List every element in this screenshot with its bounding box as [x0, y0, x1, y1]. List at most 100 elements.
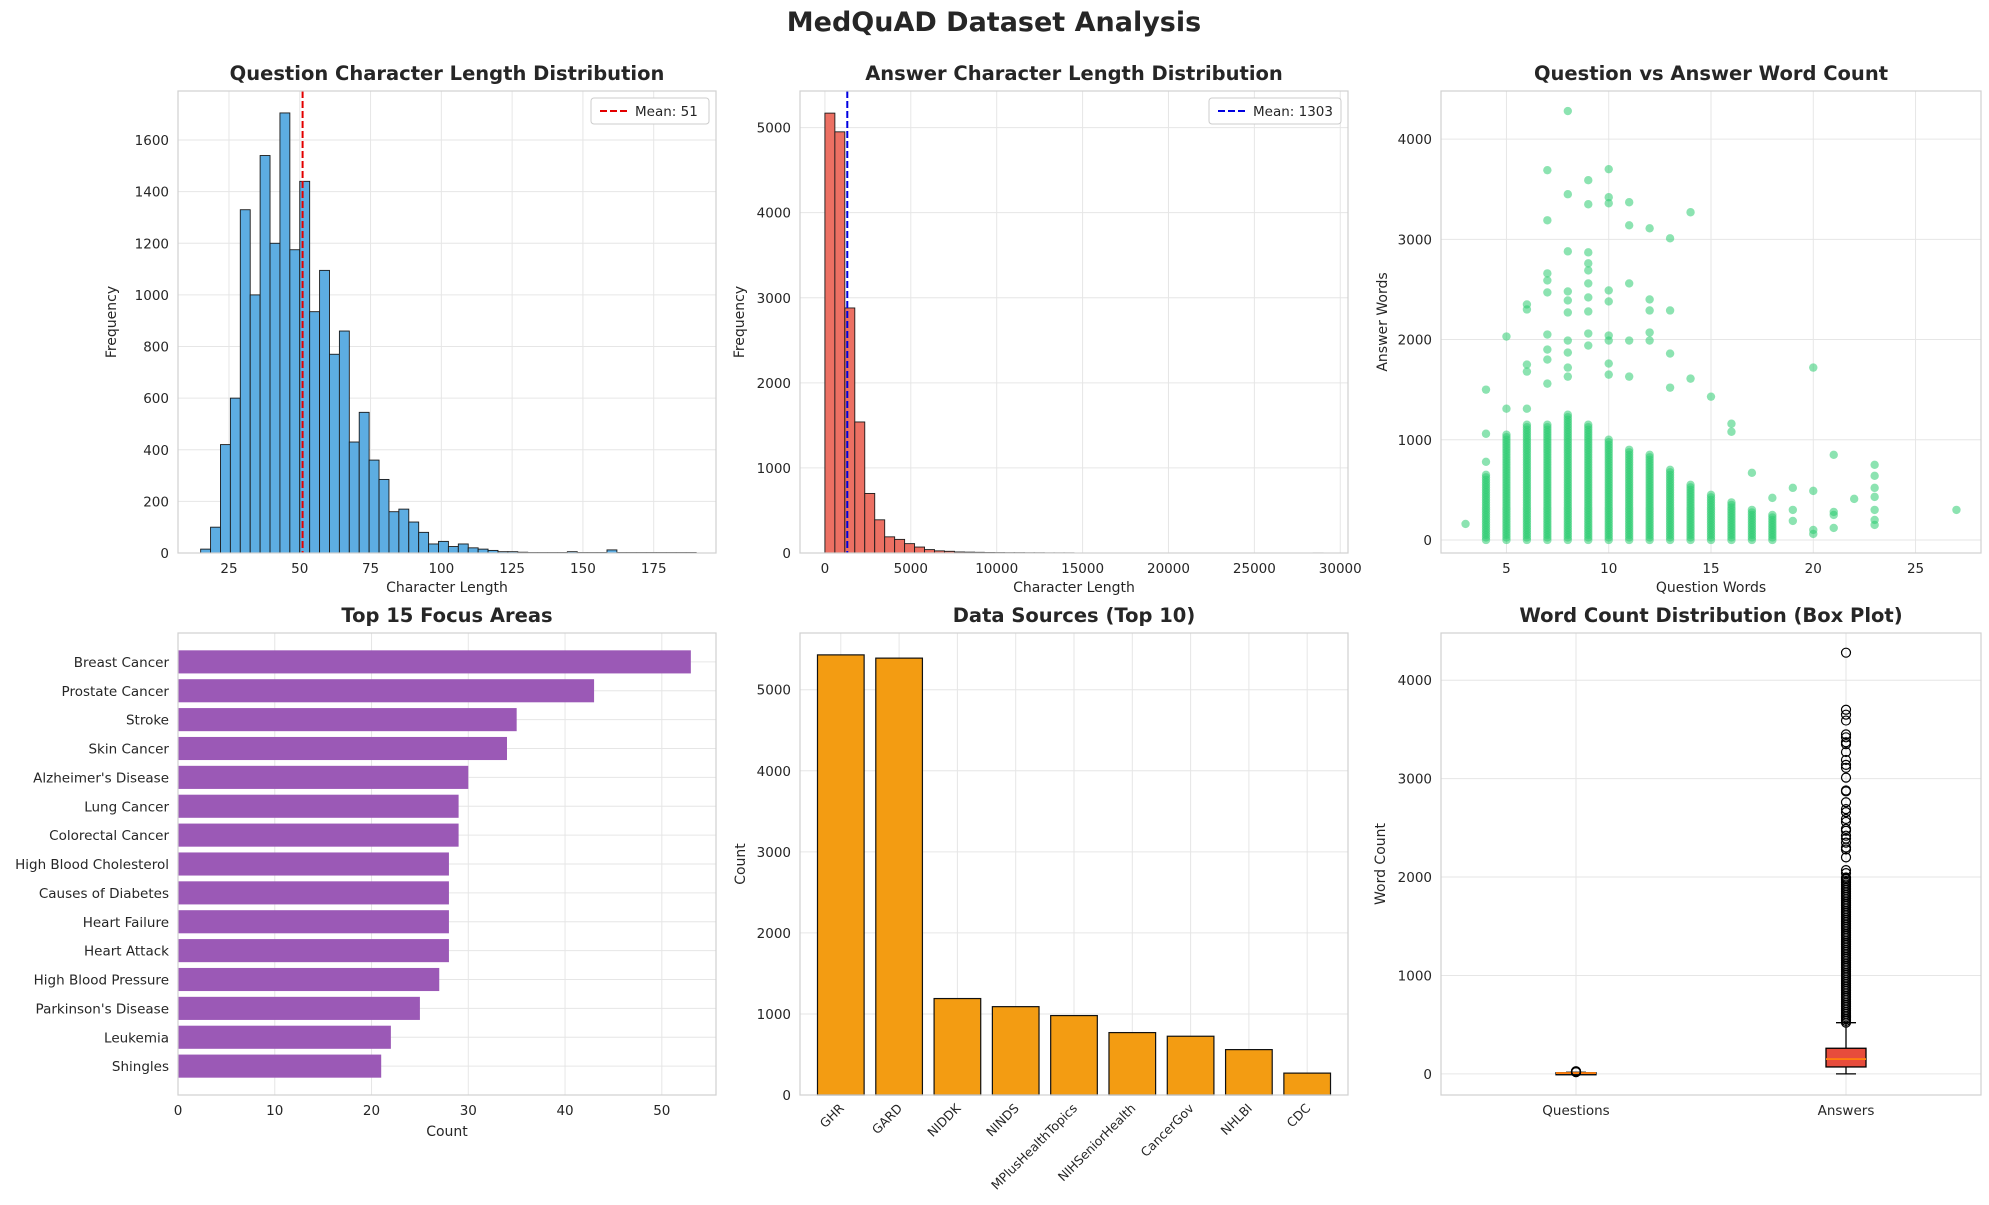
x-tick-label: 50 [291, 561, 308, 577]
scatter-point [1747, 468, 1757, 478]
scatter-point [1645, 224, 1654, 233]
scatter-point [1809, 363, 1818, 372]
scatter-point [1624, 372, 1634, 381]
x-tick-label: 75 [362, 561, 379, 577]
scatter-point [1604, 435, 1613, 444]
histogram-bar [289, 249, 301, 554]
outlier-point [1840, 647, 1852, 658]
histogram-bar [279, 112, 291, 554]
histogram-bar [418, 531, 430, 554]
category-label: Lung Cancer [84, 799, 169, 815]
scatter-point [1645, 295, 1654, 304]
histogram-bar [388, 511, 400, 554]
y-axis-label: Frequency [732, 286, 748, 358]
x-tick-label: 10 [1600, 561, 1617, 577]
y-tick-label: 2000 [757, 376, 791, 392]
scatter-point [1604, 297, 1613, 306]
panel-title: Question Character Length Distribution [230, 62, 665, 85]
scatter-point [1809, 529, 1818, 539]
histogram-bar [894, 538, 906, 554]
scatter-point [1665, 349, 1675, 358]
x-tick-label: 15 [1702, 561, 1719, 577]
scatter-point [1522, 404, 1532, 413]
scatter-point [1563, 363, 1573, 372]
outlier-point [1570, 1066, 1582, 1077]
scatter-point [1584, 266, 1593, 275]
histogram-bar [368, 459, 380, 554]
focus-area-bar [178, 1054, 382, 1078]
panel-3: 0 1000 2000 3000 4000 5 10 15 20 25 Question vs An… [1375, 62, 1982, 596]
panel-1: 0 200 400 600 800 1000 1200 1400 1600 25 50 75 100 12… [104, 62, 717, 596]
y-tick-label: 0 [782, 1088, 791, 1104]
focus-area-bar [178, 910, 449, 934]
scatter-point [1563, 410, 1573, 419]
scatter-point [1481, 429, 1491, 438]
x-tick-label: 0 [174, 1103, 183, 1119]
scatter-point [1952, 505, 1961, 515]
category-label: Parkinson's Disease [36, 1001, 169, 1017]
histogram-bar [457, 543, 469, 554]
x-tick-label: 5 [1502, 561, 1511, 577]
legend-box [590, 97, 710, 125]
scatter-point [1563, 336, 1573, 345]
outlier-point [1840, 746, 1852, 758]
scatter-point [1584, 341, 1593, 350]
histogram-bar [319, 269, 330, 554]
x-tick-label: 25 [220, 561, 237, 577]
scatter-point [1481, 470, 1491, 480]
scatter-point [1522, 360, 1532, 369]
y-tick-label: 1200 [135, 236, 169, 252]
y-tick-label: 4000 [757, 206, 791, 222]
axes-frame [1440, 632, 1982, 1096]
scatter-point [1604, 370, 1613, 379]
outlier-point [1840, 844, 1852, 855]
scatter-point [1543, 216, 1552, 225]
focus-area-bar [178, 708, 517, 732]
y-tick-label: 4000 [1398, 673, 1432, 689]
y-tick-label: 2000 [757, 926, 791, 942]
scatter-point [1624, 279, 1634, 288]
scatter-point [1604, 199, 1613, 208]
axes-frame [1440, 90, 1982, 554]
source-bar [1283, 1072, 1332, 1096]
x-tick-label: Questions [1542, 1103, 1609, 1119]
x-tick-label: 30 [460, 1103, 477, 1119]
y-tick-label: 1000 [135, 288, 169, 304]
outlier-point [1840, 837, 1852, 848]
histogram-bar [358, 411, 370, 554]
outlier-point [1840, 704, 1852, 715]
source-bar [991, 1006, 1040, 1096]
y-tick-label: 4000 [757, 764, 791, 780]
scatter-point [1665, 306, 1675, 315]
scatter-point [1584, 248, 1593, 257]
focus-area-bar [178, 794, 459, 818]
scatter-point [1522, 420, 1532, 429]
outlier-point [1840, 709, 1852, 720]
scatter-point [1747, 505, 1757, 515]
legend-label: Mean: 51 [635, 104, 698, 120]
scatter-point [1624, 198, 1634, 207]
y-tick-label: 1400 [135, 185, 169, 201]
scatter-point [1543, 420, 1552, 429]
scatter-point [1584, 200, 1593, 209]
source-bar [1224, 1049, 1273, 1096]
scatter-point [1727, 419, 1736, 428]
histogram-bar [329, 353, 340, 554]
y-tick-label: 4000 [1398, 132, 1432, 148]
source-bar [1166, 1035, 1215, 1096]
scatter-point [1829, 523, 1838, 533]
scatter-point [1584, 329, 1593, 338]
histogram-bar [854, 421, 866, 554]
scatter-point [1584, 175, 1593, 185]
category-label: High Blood Cholesterol [15, 857, 169, 873]
scatter-point [1870, 483, 1879, 493]
histogram-bar [874, 519, 886, 554]
scatter-point [1624, 221, 1634, 230]
scatter-point [1604, 193, 1613, 202]
scatter-point [1768, 510, 1777, 520]
focus-area-bar [178, 852, 449, 876]
x-tick-label: 50 [653, 1103, 670, 1119]
scatter-point [1481, 385, 1491, 394]
scatter-point [1665, 383, 1675, 392]
histogram-bar [408, 521, 420, 554]
